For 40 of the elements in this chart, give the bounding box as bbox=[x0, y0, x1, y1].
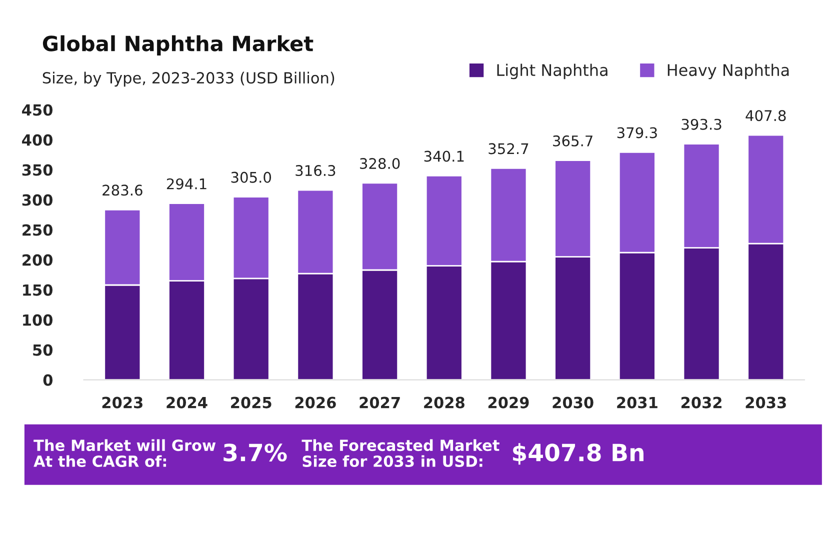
x-tick-label: 2028 bbox=[424, 396, 464, 408]
total-label: 328.0 bbox=[360, 158, 400, 170]
total-label: 393.3 bbox=[682, 118, 722, 130]
x-tick-label: 2033 bbox=[746, 396, 786, 408]
text: The Forecasted Market Size for 2033 in USD: bbox=[302, 439, 500, 468]
total-label: 305.0 bbox=[231, 172, 272, 183]
total-label: 379.3 bbox=[617, 127, 657, 138]
y-tick-label: 450 bbox=[22, 104, 53, 116]
text: The Market will Grow At the CAGR of: bbox=[34, 439, 216, 468]
chart-title: Global Naphtha Market bbox=[42, 35, 314, 56]
total-label: 294.1 bbox=[166, 178, 206, 190]
total-label: 316.3 bbox=[296, 165, 336, 176]
y-tick-label: 200 bbox=[22, 254, 53, 266]
x-tick-label: 2032 bbox=[681, 396, 722, 408]
x-tick-label: 2030 bbox=[552, 396, 594, 408]
y-tick-label: 300 bbox=[22, 194, 53, 206]
text: 3.7% bbox=[224, 444, 287, 462]
total-label: 340.1 bbox=[424, 150, 464, 162]
text: $407.8 Bn bbox=[513, 443, 644, 465]
x-tick-label: 2023 bbox=[102, 396, 142, 408]
chart-subtitle: Size, by Type, 2023-2033 (USD Billion) bbox=[42, 72, 334, 87]
legend-label: Light Naphtha bbox=[497, 64, 608, 80]
x-tick-label: 2027 bbox=[360, 396, 400, 408]
x-tick-label: 2026 bbox=[295, 396, 336, 408]
x-tick-label: 2025 bbox=[231, 396, 272, 408]
y-tick-label: 350 bbox=[22, 164, 53, 176]
total-label: 365.7 bbox=[553, 135, 592, 146]
x-tick-label: 2029 bbox=[488, 396, 529, 408]
total-label: 352.7 bbox=[488, 143, 528, 154]
total-label: 407.8 bbox=[746, 110, 786, 122]
x-tick-label: 2031 bbox=[617, 396, 658, 408]
total-label: 283.6 bbox=[102, 184, 142, 196]
y-tick-label: 150 bbox=[23, 284, 53, 296]
legend-label: Heavy Naphtha bbox=[668, 64, 789, 80]
x-tick-label: 2024 bbox=[166, 396, 208, 408]
y-tick-label: 400 bbox=[22, 134, 53, 146]
y-tick-label: 50 bbox=[33, 344, 53, 356]
y-tick-label: 100 bbox=[23, 314, 53, 326]
y-tick-label: 250 bbox=[22, 224, 53, 236]
y-tick-label: 0 bbox=[43, 374, 53, 386]
